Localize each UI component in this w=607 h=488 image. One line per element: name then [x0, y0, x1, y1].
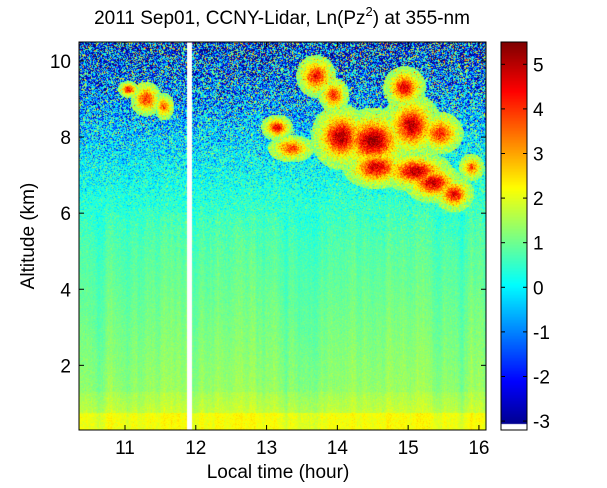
y-tick-label: 2 [60, 356, 71, 377]
colorbar-tick-label: 3 [533, 144, 544, 165]
colorbar-tick-label: 5 [533, 55, 544, 76]
colorbar-ticks: -3 -2 -1 0 1 2 3 4 5 [501, 55, 550, 433]
colorbar-gradient [501, 42, 527, 430]
heatmap-image [79, 42, 486, 430]
colorbar-tick-label: 2 [533, 189, 544, 210]
colorbar-tick-label: 4 [533, 100, 544, 121]
colorbar-tick-label: -1 [533, 323, 550, 344]
plot-frame [78, 41, 487, 431]
x-tick-label: 13 [256, 438, 277, 459]
y-tick-label: 6 [60, 204, 71, 225]
colorbar-frame [500, 41, 528, 431]
y-axis-label: Altitude (km) [18, 183, 39, 290]
x-tick-label: 14 [327, 438, 349, 459]
x-axis-ticks: 11 12 13 14 15 16 [115, 42, 489, 459]
x-tick-label: 11 [115, 438, 135, 459]
x-axis-label: Local time (hour) [207, 462, 350, 483]
y-tick-label: 10 [50, 52, 71, 73]
chart-title-superscript: 2 [366, 4, 373, 19]
y-axis-ticks: 2 4 6 8 10 [50, 52, 486, 377]
colorbar: -3 -2 -1 0 1 2 3 4 5 [500, 41, 550, 433]
colorbar-tick-label: -3 [533, 412, 550, 433]
x-tick-label: 15 [398, 438, 419, 459]
chart-title-main: 2011 Sep01, CCNY-Lidar, Ln(Pz [94, 8, 365, 29]
chart-title: 2011 Sep01, CCNY-Lidar, Ln(Pz2) at 355-n… [94, 4, 470, 29]
x-tick-label: 12 [185, 438, 206, 459]
x-tick-label: 16 [468, 438, 489, 459]
chart-title-tail: ) at 355-nm [373, 8, 470, 29]
y-tick-label: 4 [60, 280, 71, 301]
plot-area: 11 12 13 14 15 16 2 4 6 8 10 [50, 41, 489, 459]
colorbar-tick-label: 1 [533, 234, 544, 255]
colorbar-tick-label: -2 [533, 367, 550, 388]
y-tick-label: 8 [60, 128, 71, 149]
colorbar-tick-label: 0 [533, 278, 544, 299]
